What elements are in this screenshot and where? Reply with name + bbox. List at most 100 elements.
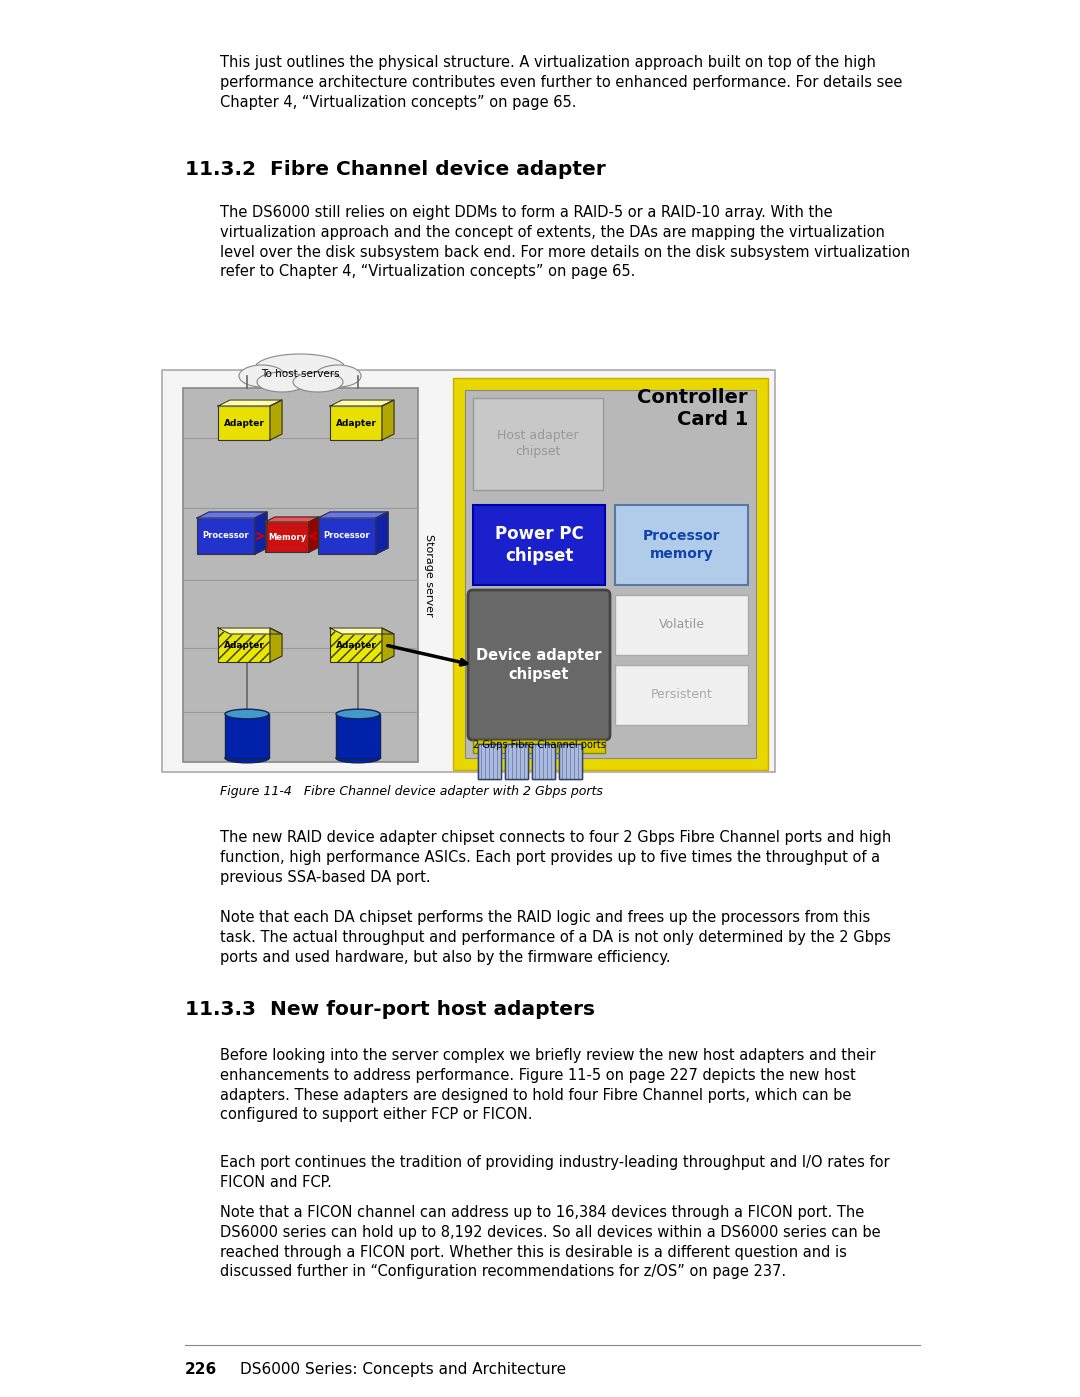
Ellipse shape	[336, 753, 380, 763]
Text: Note that a FICON channel can address up to 16,384 devices through a FICON port.: Note that a FICON channel can address up…	[220, 1206, 880, 1280]
FancyBboxPatch shape	[473, 504, 605, 585]
FancyBboxPatch shape	[548, 745, 551, 780]
Polygon shape	[330, 400, 394, 407]
Polygon shape	[255, 511, 267, 555]
Polygon shape	[330, 629, 394, 634]
Text: Adapter: Adapter	[336, 640, 377, 650]
FancyBboxPatch shape	[265, 522, 309, 552]
FancyBboxPatch shape	[482, 745, 485, 780]
Text: Adapter: Adapter	[336, 419, 377, 427]
Ellipse shape	[336, 710, 380, 719]
FancyBboxPatch shape	[575, 745, 578, 780]
Text: Controller
Card 1: Controller Card 1	[637, 388, 748, 429]
FancyBboxPatch shape	[505, 745, 508, 780]
FancyBboxPatch shape	[330, 407, 382, 440]
FancyBboxPatch shape	[509, 745, 512, 780]
FancyBboxPatch shape	[162, 370, 775, 773]
FancyBboxPatch shape	[330, 629, 382, 662]
Text: 2 Gbps Fibre Channel ports: 2 Gbps Fibre Channel ports	[473, 740, 606, 750]
Text: Storage server: Storage server	[424, 534, 434, 616]
Text: 226: 226	[185, 1362, 217, 1377]
Text: Note that each DA chipset performs the RAID logic and frees up the processors fr: Note that each DA chipset performs the R…	[220, 909, 891, 964]
FancyBboxPatch shape	[478, 745, 501, 780]
FancyBboxPatch shape	[559, 745, 582, 780]
FancyBboxPatch shape	[468, 590, 610, 740]
FancyBboxPatch shape	[559, 745, 562, 780]
FancyBboxPatch shape	[536, 745, 539, 780]
Text: Memory: Memory	[268, 532, 306, 542]
FancyBboxPatch shape	[183, 388, 418, 761]
Text: Power PC
chipset: Power PC chipset	[495, 525, 583, 566]
Text: Processor
memory: Processor memory	[643, 529, 720, 560]
FancyBboxPatch shape	[525, 745, 527, 780]
Ellipse shape	[225, 710, 269, 719]
FancyBboxPatch shape	[498, 745, 500, 780]
Text: Adapter: Adapter	[224, 640, 265, 650]
Polygon shape	[376, 511, 388, 555]
Ellipse shape	[255, 353, 345, 381]
FancyBboxPatch shape	[552, 745, 554, 780]
Text: Volatile: Volatile	[659, 619, 704, 631]
Text: Each port continues the tradition of providing industry-leading throughput and I: Each port continues the tradition of pro…	[220, 1155, 890, 1190]
Text: To host servers: To host servers	[260, 369, 339, 379]
FancyBboxPatch shape	[615, 504, 748, 585]
FancyBboxPatch shape	[521, 745, 524, 780]
Polygon shape	[270, 400, 282, 440]
Text: Processor: Processor	[324, 531, 370, 541]
Polygon shape	[270, 629, 282, 662]
Ellipse shape	[315, 365, 361, 387]
Text: Figure 11-4   Fibre Channel device adapter with 2 Gbps ports: Figure 11-4 Fibre Channel device adapter…	[220, 785, 603, 798]
FancyBboxPatch shape	[486, 745, 488, 780]
Text: The DS6000 still relies on eight DDMs to form a RAID-5 or a RAID-10 array. With : The DS6000 still relies on eight DDMs to…	[220, 205, 910, 279]
Polygon shape	[218, 400, 282, 407]
FancyBboxPatch shape	[615, 595, 748, 655]
Polygon shape	[382, 629, 394, 662]
Ellipse shape	[225, 753, 269, 763]
FancyBboxPatch shape	[579, 745, 581, 780]
FancyBboxPatch shape	[505, 745, 528, 780]
FancyBboxPatch shape	[453, 379, 768, 770]
FancyBboxPatch shape	[532, 745, 555, 780]
FancyBboxPatch shape	[473, 398, 603, 490]
Text: The new RAID device adapter chipset connects to four 2 Gbps Fibre Channel ports : The new RAID device adapter chipset conn…	[220, 830, 891, 884]
FancyBboxPatch shape	[615, 665, 748, 725]
FancyBboxPatch shape	[465, 390, 756, 759]
Polygon shape	[382, 400, 394, 440]
FancyBboxPatch shape	[336, 714, 380, 759]
FancyBboxPatch shape	[218, 407, 270, 440]
FancyBboxPatch shape	[218, 629, 270, 662]
Ellipse shape	[293, 372, 343, 393]
Text: DS6000 Series: Concepts and Architecture: DS6000 Series: Concepts and Architecture	[240, 1362, 566, 1377]
FancyBboxPatch shape	[544, 745, 546, 780]
Text: Adapter: Adapter	[224, 419, 265, 427]
Text: 11.3.3  New four-port host adapters: 11.3.3 New four-port host adapters	[185, 1000, 595, 1018]
FancyBboxPatch shape	[513, 745, 515, 780]
FancyBboxPatch shape	[473, 740, 605, 753]
Text: Host adapter
chipset: Host adapter chipset	[497, 429, 579, 458]
FancyBboxPatch shape	[318, 518, 376, 555]
Ellipse shape	[239, 365, 285, 387]
Polygon shape	[218, 629, 282, 634]
Text: 11.3.2  Fibre Channel device adapter: 11.3.2 Fibre Channel device adapter	[185, 161, 606, 179]
FancyBboxPatch shape	[494, 745, 497, 780]
FancyBboxPatch shape	[571, 745, 573, 780]
Text: Persistent: Persistent	[650, 689, 713, 701]
FancyBboxPatch shape	[197, 518, 255, 555]
FancyBboxPatch shape	[225, 714, 269, 759]
Polygon shape	[318, 511, 388, 518]
FancyBboxPatch shape	[478, 745, 481, 780]
FancyBboxPatch shape	[567, 745, 569, 780]
Text: Device adapter
chipset: Device adapter chipset	[476, 648, 602, 682]
FancyBboxPatch shape	[532, 745, 535, 780]
FancyBboxPatch shape	[490, 745, 492, 780]
Ellipse shape	[257, 372, 307, 393]
FancyBboxPatch shape	[517, 745, 519, 780]
FancyBboxPatch shape	[563, 745, 566, 780]
Polygon shape	[265, 517, 319, 522]
Text: Processor: Processor	[203, 531, 249, 541]
Polygon shape	[309, 517, 319, 552]
Text: Before looking into the server complex we briefly review the new host adapters a: Before looking into the server complex w…	[220, 1048, 876, 1122]
Polygon shape	[197, 511, 267, 518]
Text: This just outlines the physical structure. A virtualization approach built on to: This just outlines the physical structur…	[220, 54, 903, 109]
FancyBboxPatch shape	[540, 745, 542, 780]
